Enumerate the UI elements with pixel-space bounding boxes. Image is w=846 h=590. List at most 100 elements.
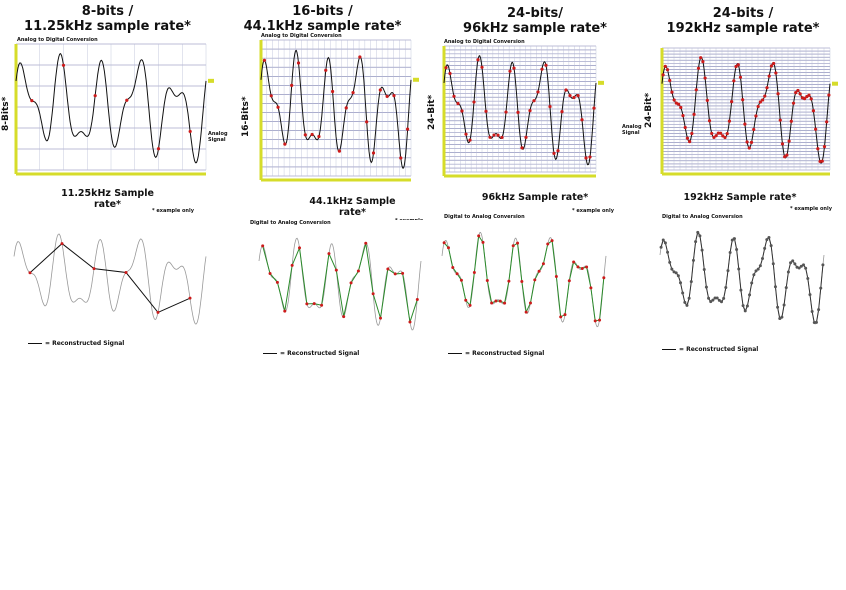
- sample-point: [560, 110, 564, 114]
- sample-point: [379, 316, 382, 320]
- sample-point: [825, 120, 829, 124]
- sample-point: [793, 262, 797, 266]
- sample-point: [721, 134, 725, 138]
- sample-point: [685, 136, 690, 140]
- y-axis-label: 16-Bits*: [241, 96, 251, 137]
- sample-point: [718, 131, 723, 135]
- sample-point: [408, 320, 412, 324]
- sample-point: [710, 131, 714, 136]
- sample-point: [568, 94, 572, 98]
- sample-point: [269, 94, 273, 98]
- column-title: 24-bits / 192kHz sample rate*: [666, 6, 820, 36]
- sample-point: [679, 105, 683, 110]
- sample-point: [567, 279, 571, 283]
- y-axis-label: 24-Bit*: [644, 92, 654, 128]
- sample-point: [760, 98, 765, 102]
- sample-point: [771, 262, 775, 266]
- sample-point: [344, 106, 348, 110]
- sample-point: [602, 276, 606, 280]
- sample-point: [589, 286, 593, 290]
- sample-point: [674, 271, 678, 275]
- example-note: * example only: [152, 208, 194, 214]
- adc-plot: [14, 43, 214, 176]
- sample-point: [305, 302, 309, 306]
- sample-point: [773, 285, 777, 289]
- sample-point: [812, 321, 816, 325]
- sample-point: [125, 98, 129, 102]
- sample-point: [665, 68, 670, 72]
- reconstructed-signal: [443, 234, 605, 322]
- sample-point: [464, 298, 468, 302]
- adc-title: Analog to Digital Conversion: [261, 33, 342, 39]
- sample-point: [694, 240, 698, 244]
- sample-point: [464, 132, 468, 136]
- sample-point: [156, 147, 161, 151]
- sample-point: [659, 245, 663, 249]
- sample-point: [310, 132, 314, 137]
- sample-point: [743, 122, 747, 126]
- sample-point: [520, 279, 524, 283]
- sample-point: [707, 119, 712, 123]
- sample-point: [714, 134, 718, 138]
- sample-point: [405, 127, 410, 131]
- sample-point: [399, 156, 403, 160]
- sample-point: [670, 90, 674, 94]
- sample-point: [722, 296, 726, 300]
- sample-point: [747, 146, 751, 150]
- sample-point: [681, 114, 685, 118]
- sample-point: [393, 272, 397, 276]
- sample-point: [472, 100, 476, 104]
- legend-line-swatch: [662, 349, 676, 350]
- sample-point: [351, 90, 355, 95]
- sample-point: [550, 239, 554, 243]
- sample-point: [476, 58, 480, 62]
- sample-point: [704, 285, 708, 289]
- sample-point: [687, 296, 691, 300]
- sample-point: [720, 300, 723, 304]
- sample-point: [533, 278, 537, 282]
- sample-point: [794, 90, 798, 95]
- sample-point: [324, 68, 328, 72]
- sample-point: [548, 105, 552, 109]
- sample-point: [780, 142, 785, 146]
- adc-plot: [442, 45, 604, 178]
- sample-point: [580, 267, 584, 271]
- dac-title: Digital to Analog Conversion: [444, 214, 525, 220]
- analog-waveform: [15, 53, 207, 164]
- sample-point: [763, 246, 767, 250]
- sample-point: [791, 259, 795, 263]
- sample-rate-label: 96kHz Sample rate*: [481, 192, 589, 203]
- sample-point: [819, 286, 823, 290]
- sample-point: [691, 258, 695, 262]
- sample-point: [349, 281, 353, 285]
- adc-panel: Analog to Digital Conversion 16-Bits*: [241, 32, 425, 192]
- sample-point: [298, 246, 301, 250]
- column-8bit: 8-bits / 11.25kHz sample rate* Analog to…: [0, 0, 228, 365]
- sample-point: [772, 61, 776, 66]
- sample-point: [756, 104, 760, 109]
- sample-point: [528, 301, 532, 305]
- sample-point: [810, 310, 814, 314]
- sample-point: [572, 260, 576, 264]
- sample-point: [820, 159, 824, 163]
- sample-point: [330, 89, 335, 94]
- sample-point: [559, 315, 563, 319]
- sample-point: [498, 299, 502, 303]
- sample-point: [814, 320, 818, 324]
- sample-point: [782, 303, 786, 307]
- sample-point: [786, 270, 790, 274]
- sample-point: [477, 234, 481, 238]
- sample-point: [446, 246, 450, 250]
- sample-point: [735, 247, 739, 251]
- sample-point: [460, 109, 464, 113]
- sample-point: [444, 66, 448, 70]
- sample-point: [564, 88, 568, 92]
- sample-point: [61, 63, 66, 67]
- sample-point: [727, 119, 732, 123]
- sample-point: [520, 146, 524, 150]
- original-waveform: [441, 231, 607, 328]
- legend-label: = Reconstructed Signal: [45, 340, 125, 347]
- sample-point: [739, 288, 743, 292]
- sample-point: [588, 155, 592, 159]
- sample-point: [749, 140, 754, 144]
